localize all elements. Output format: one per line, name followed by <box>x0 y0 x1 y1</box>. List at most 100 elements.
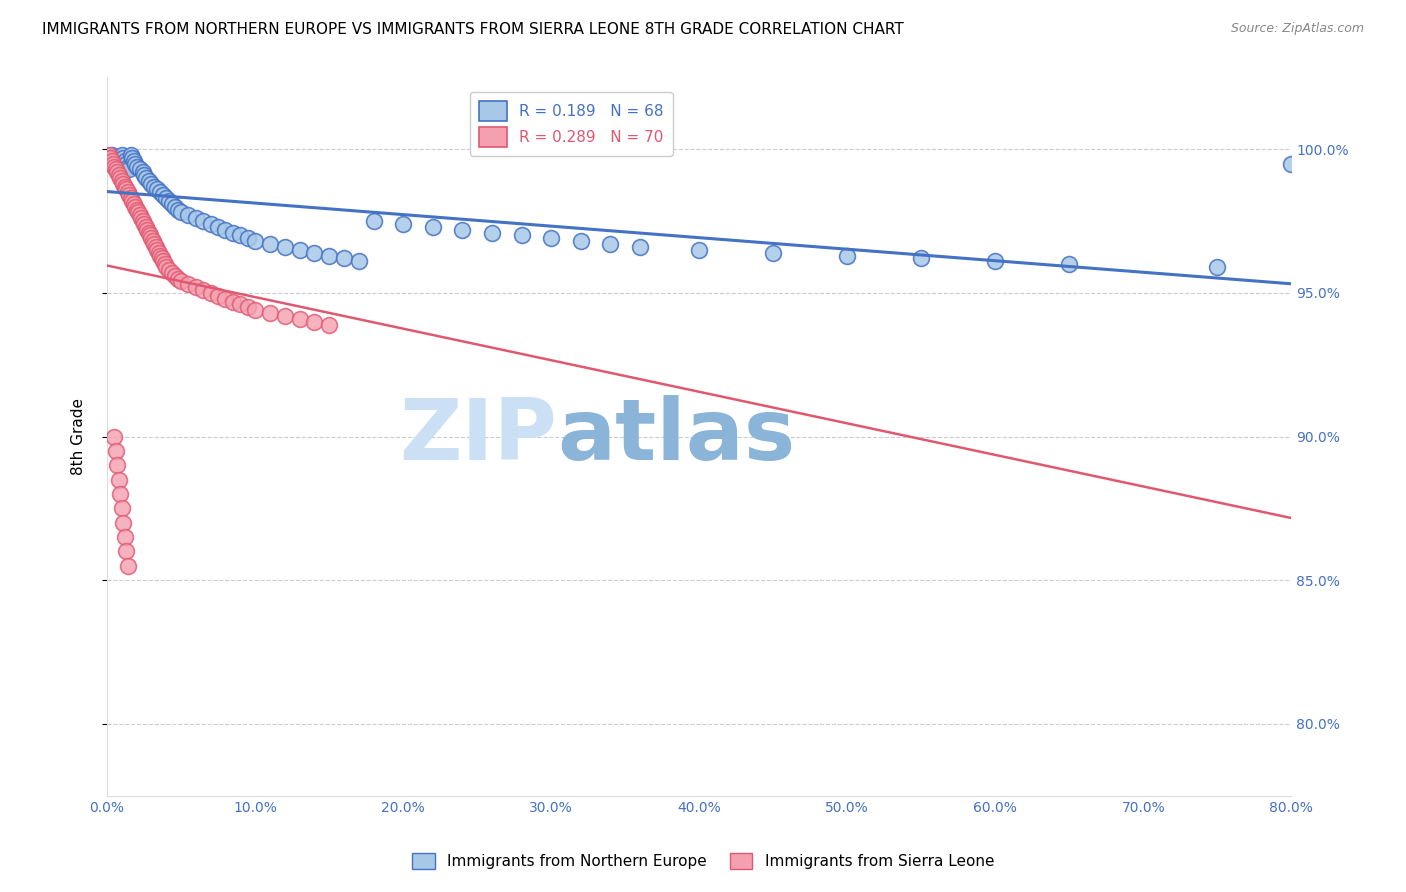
Point <box>125 160 148 174</box>
Point <box>132 168 155 182</box>
Point <box>131 165 153 179</box>
Point <box>288 311 311 326</box>
Point <box>117 160 139 174</box>
Point <box>132 217 155 231</box>
Point <box>136 223 159 237</box>
Point <box>107 156 129 170</box>
Point <box>984 254 1007 268</box>
Point <box>347 254 370 268</box>
Point <box>304 315 326 329</box>
Point <box>628 240 651 254</box>
Point <box>97 148 120 162</box>
Point <box>214 292 236 306</box>
Point <box>236 231 259 245</box>
Point <box>138 226 160 240</box>
Point <box>184 211 207 226</box>
Text: Source: ZipAtlas.com: Source: ZipAtlas.com <box>1230 22 1364 36</box>
Point <box>288 243 311 257</box>
Point <box>392 217 415 231</box>
Point <box>165 268 187 283</box>
Point <box>193 214 215 228</box>
Point <box>108 160 131 174</box>
Y-axis label: 8th Grade: 8th Grade <box>72 398 86 475</box>
Point <box>259 237 281 252</box>
Point <box>229 228 252 243</box>
Point <box>160 197 183 211</box>
Point <box>100 148 122 162</box>
Point <box>104 444 127 458</box>
Point <box>104 162 127 177</box>
Point <box>114 153 136 168</box>
Point <box>108 473 131 487</box>
Point <box>170 274 193 288</box>
Point <box>110 171 132 186</box>
Point <box>236 300 259 314</box>
Text: ZIP: ZIP <box>399 395 557 478</box>
Point <box>114 530 136 544</box>
Point <box>100 153 122 168</box>
Point <box>273 309 295 323</box>
Point <box>104 153 127 168</box>
Point <box>112 177 135 191</box>
Point <box>148 245 170 260</box>
Point <box>152 254 174 268</box>
Point <box>273 240 295 254</box>
Point <box>152 188 174 202</box>
Point <box>124 200 146 214</box>
Point <box>170 205 193 219</box>
Point <box>135 219 157 234</box>
Point <box>910 252 932 266</box>
Point <box>304 245 326 260</box>
Point <box>150 252 173 266</box>
Point <box>207 289 229 303</box>
Point <box>214 223 236 237</box>
Point <box>157 263 180 277</box>
Point <box>117 186 139 200</box>
Point <box>128 208 150 222</box>
Point <box>333 252 356 266</box>
Point <box>138 174 160 188</box>
Point <box>107 458 129 473</box>
Point <box>422 219 444 234</box>
Point <box>141 231 163 245</box>
Point <box>1279 156 1302 170</box>
Point <box>112 516 135 530</box>
Point <box>143 179 166 194</box>
Point <box>117 558 139 573</box>
Point <box>167 202 190 217</box>
Point <box>120 148 142 162</box>
Point <box>127 205 149 219</box>
Point <box>114 179 136 194</box>
Point <box>153 257 176 271</box>
Point <box>363 214 385 228</box>
Point <box>101 156 124 170</box>
Point <box>125 202 148 217</box>
Point <box>139 228 162 243</box>
Point <box>112 151 135 165</box>
Legend: R = 0.189   N = 68, R = 0.289   N = 70: R = 0.189 N = 68, R = 0.289 N = 70 <box>470 92 672 156</box>
Point <box>243 303 266 318</box>
Point <box>184 280 207 294</box>
Point <box>540 231 562 245</box>
Point <box>115 544 138 558</box>
Point <box>160 266 183 280</box>
Point <box>177 208 200 222</box>
Point <box>122 153 145 168</box>
Point <box>1059 257 1081 271</box>
Point <box>142 234 165 248</box>
Point <box>167 271 190 285</box>
Point <box>157 194 180 208</box>
Point <box>122 197 145 211</box>
Point <box>121 194 143 208</box>
Point <box>688 243 710 257</box>
Point <box>155 191 177 205</box>
Point <box>141 177 163 191</box>
Point <box>121 151 143 165</box>
Point <box>149 249 172 263</box>
Point <box>129 211 152 226</box>
Point <box>451 223 474 237</box>
Point <box>110 162 132 177</box>
Point <box>200 217 222 231</box>
Point <box>177 277 200 292</box>
Point <box>103 151 125 165</box>
